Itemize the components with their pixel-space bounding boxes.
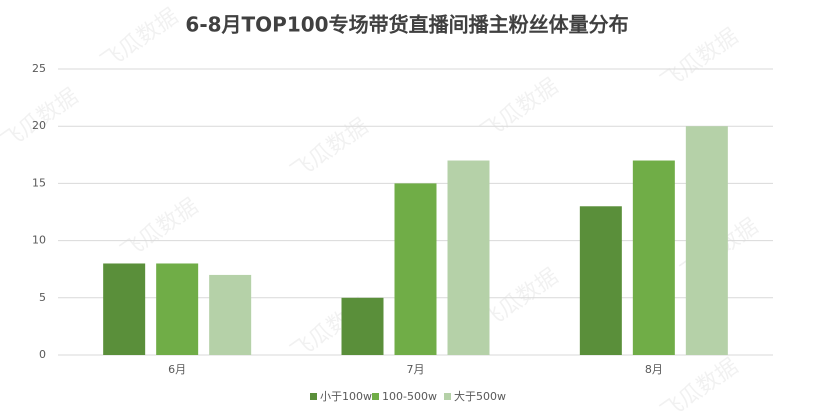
bar xyxy=(579,206,622,355)
x-tick-label: 8月 xyxy=(645,363,663,376)
bar xyxy=(632,160,675,355)
watermark: 飞瓜数据 xyxy=(96,4,182,75)
watermark: 飞瓜数据 xyxy=(656,24,742,95)
bar xyxy=(447,160,490,355)
y-tick-label: 20 xyxy=(32,119,46,132)
bar xyxy=(341,297,384,355)
legend-label: 100-500w xyxy=(382,390,437,403)
y-tick-label: 25 xyxy=(32,62,46,75)
bar xyxy=(209,274,252,355)
x-tick-label: 7月 xyxy=(407,363,425,376)
legend-swatch xyxy=(444,393,451,400)
watermark: 飞瓜数据 xyxy=(286,114,372,185)
y-tick-label: 5 xyxy=(39,291,46,304)
legend-label: 大于500w xyxy=(454,389,506,403)
legend-label: 小于100w xyxy=(320,390,372,403)
bar xyxy=(394,183,437,355)
y-tick-label: 0 xyxy=(39,348,46,361)
bar xyxy=(103,263,146,355)
x-tick-label: 6月 xyxy=(168,363,186,376)
bar xyxy=(685,126,728,355)
legend-swatch xyxy=(372,393,379,400)
watermark: 飞瓜数据 xyxy=(116,194,202,265)
watermark: 飞瓜数据 xyxy=(656,354,742,413)
bar xyxy=(156,263,199,355)
y-tick-label: 15 xyxy=(32,176,46,189)
y-tick-label: 10 xyxy=(32,234,46,247)
legend-swatch xyxy=(310,393,317,400)
chart-title: 6-8月TOP100专场带货直播间播主粉丝体量分布 xyxy=(185,13,628,37)
watermark: 飞瓜数据 xyxy=(476,74,562,145)
